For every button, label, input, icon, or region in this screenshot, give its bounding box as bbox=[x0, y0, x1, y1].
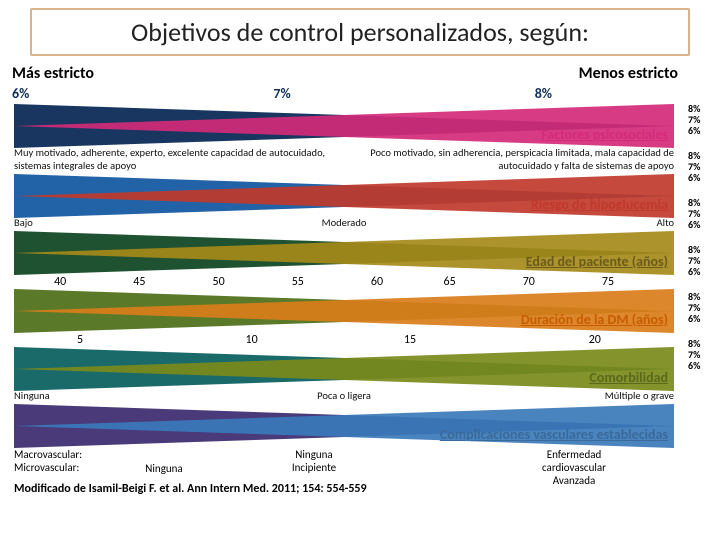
scale-8pct: 8% bbox=[535, 85, 552, 102]
right-pct-column: 8%7%6%8%7%6%8%7%6%8%7%6%8%7%6%8%7%6% bbox=[688, 104, 714, 371]
scale-left-label: Más estricto bbox=[12, 64, 94, 83]
tick-value: 15 bbox=[404, 333, 416, 347]
right-pct-value: 6% bbox=[688, 126, 714, 136]
tick-value: 10 bbox=[246, 333, 258, 347]
macro-col3b: Incipiente bbox=[292, 461, 336, 474]
right-pct-value: 6% bbox=[688, 173, 714, 183]
strictness-scale: Más estricto Menos estricto bbox=[10, 64, 710, 85]
wedge-block: Complicaciones vasculares establecidas bbox=[14, 404, 674, 448]
chart-area: 8%7%6%8%7%6%8%7%6%8%7%6%8%7%6%8%7%6% Fac… bbox=[10, 104, 710, 496]
wedge-block: Factores psicosociales bbox=[14, 104, 674, 148]
scale-right-label: Menos estricto bbox=[579, 64, 678, 83]
wedge-block: Edad del paciente (años) bbox=[14, 231, 674, 275]
right-pct-value: 6% bbox=[688, 267, 714, 277]
wedge-sub-left: Muy motivado, adherente, experto, excele… bbox=[14, 146, 334, 172]
right-pct-value: 6% bbox=[688, 361, 714, 371]
wedge-title: Edad del paciente (años) bbox=[526, 253, 668, 270]
macro-col4a: Enfermedad cardiovascular bbox=[524, 448, 624, 474]
tick-value: 55 bbox=[292, 275, 304, 289]
wedge-block: Riesgo de hipoglucemia bbox=[14, 174, 674, 218]
scale-7pct: 7% bbox=[273, 85, 290, 102]
macro-micro-row: Macrovascular: Microvascular: Ninguna Ni… bbox=[14, 448, 674, 476]
tick-value: 60 bbox=[371, 275, 383, 289]
wedge-block: Duración de la DM (años) bbox=[14, 289, 674, 333]
macrovascular-label: Macrovascular: bbox=[14, 448, 82, 461]
right-pct-value: 6% bbox=[688, 314, 714, 324]
macro-ninguna: Ninguna bbox=[145, 462, 182, 475]
tick-value: 50 bbox=[213, 275, 225, 289]
tick-value: 70 bbox=[523, 275, 535, 289]
wedge-ticks: 40 45 50 55 60 65 70 75 bbox=[14, 275, 674, 289]
wedge-ticks: 5 10 15 20 bbox=[14, 333, 674, 347]
tick-value: 20 bbox=[589, 333, 601, 347]
wedge-subrow: Muy motivado, adherente, experto, excele… bbox=[14, 146, 674, 172]
microvascular-label: Microvascular: bbox=[14, 461, 82, 474]
macro-col4b: Avanzada bbox=[524, 474, 624, 487]
wedge-sub-right: Poco motivado, sin adherencia, perspicac… bbox=[354, 146, 674, 172]
wedge-title: Complicaciones vasculares establecidas bbox=[440, 426, 668, 443]
wedge-title: Duración de la DM (años) bbox=[521, 311, 668, 328]
wedge-title: Comorbilidad bbox=[589, 369, 668, 386]
tick-value: 45 bbox=[133, 275, 145, 289]
right-pct-value: 6% bbox=[688, 220, 714, 230]
scale-6pct: 6% bbox=[12, 85, 29, 102]
page-title: Objetivos de control personalizados, seg… bbox=[30, 8, 690, 56]
wedge-title: Factores psicosociales bbox=[541, 126, 668, 143]
tick-value: 65 bbox=[444, 275, 456, 289]
wedge-title: Riesgo de hipoglucemia bbox=[531, 196, 668, 213]
macro-col3a: Ninguna bbox=[292, 448, 336, 461]
wedge-block: Comorbilidad bbox=[14, 347, 674, 391]
tick-value: 5 bbox=[77, 333, 83, 347]
tick-value: 40 bbox=[54, 275, 66, 289]
tick-value: 75 bbox=[602, 275, 614, 289]
scale-percentages: 6% 7% 8% bbox=[10, 85, 710, 102]
wedge-svg bbox=[14, 347, 674, 391]
